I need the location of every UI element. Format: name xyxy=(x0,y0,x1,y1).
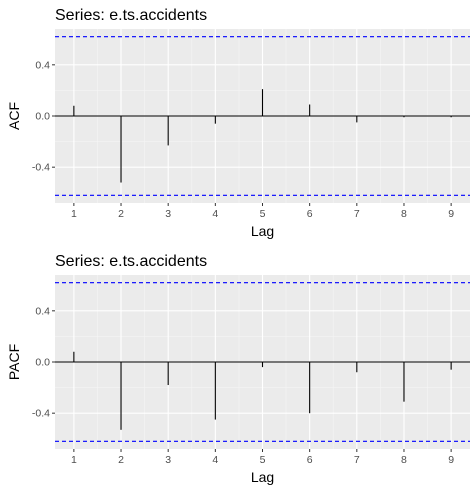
pacf-chart-title: Series: e.ts.accidents xyxy=(55,253,207,270)
acf-x-tick-label: 2 xyxy=(118,208,124,220)
acf-y-tick-label: 0.0 xyxy=(35,111,50,123)
acf-x-tick-label: 5 xyxy=(260,208,266,220)
acf-x-tick-label: 1 xyxy=(71,208,77,220)
acf-chart-title: Series: e.ts.accidents xyxy=(55,7,207,24)
pacf-x-tick-label: 3 xyxy=(165,454,171,466)
acf-x-axis: 1 2 3 4 5 6 7 8 9 xyxy=(71,203,454,220)
pacf-x-axis: 1 2 3 4 5 6 7 8 9 xyxy=(71,449,454,466)
pacf-x-tick-label: 7 xyxy=(354,454,360,466)
acf-x-tick-label: 7 xyxy=(354,208,360,220)
acf-x-tick-label: 3 xyxy=(165,208,171,220)
acf-y-axis-title: ACF xyxy=(6,102,22,130)
acf-x-tick-label: 8 xyxy=(401,208,407,220)
pacf-x-axis-title: Lag xyxy=(251,469,274,485)
pacf-x-tick-label: 9 xyxy=(448,454,454,466)
pacf-y-tick-label: 0.0 xyxy=(35,357,50,369)
pacf-y-tick-label: -0.4 xyxy=(32,408,50,420)
pacf-x-tick-label: 1 xyxy=(71,454,77,466)
acf-chart: Series: e.ts.accidents 0.4 0.0 -0.4 1 2 3 4 5 6… xyxy=(6,7,470,239)
acf-y-tick-label: 0.4 xyxy=(35,59,50,71)
acf-x-tick-label: 4 xyxy=(212,208,218,220)
pacf-chart: Series: e.ts.accidents 0.4 0.0 -0.4 1 2 3 4 5 6… xyxy=(6,253,470,485)
acf-x-tick-label: 6 xyxy=(307,208,313,220)
acf-y-tick-label: -0.4 xyxy=(32,162,50,174)
acf-x-tick-label: 9 xyxy=(448,208,454,220)
acf-marks xyxy=(55,36,470,196)
pacf-x-tick-label: 6 xyxy=(307,454,313,466)
pacf-y-axis: 0.4 0.0 -0.4 xyxy=(32,305,55,420)
pacf-x-tick-label: 8 xyxy=(401,454,407,466)
acf-x-axis-title: Lag xyxy=(251,223,274,239)
pacf-x-tick-label: 2 xyxy=(118,454,124,466)
pacf-y-tick-label: 0.4 xyxy=(35,305,50,317)
pacf-x-tick-label: 5 xyxy=(260,454,266,466)
acf-y-axis: 0.4 0.0 -0.4 xyxy=(32,59,55,174)
pacf-marks xyxy=(55,282,470,442)
pacf-y-axis-title: PACF xyxy=(6,344,22,380)
pacf-x-tick-label: 4 xyxy=(212,454,218,466)
